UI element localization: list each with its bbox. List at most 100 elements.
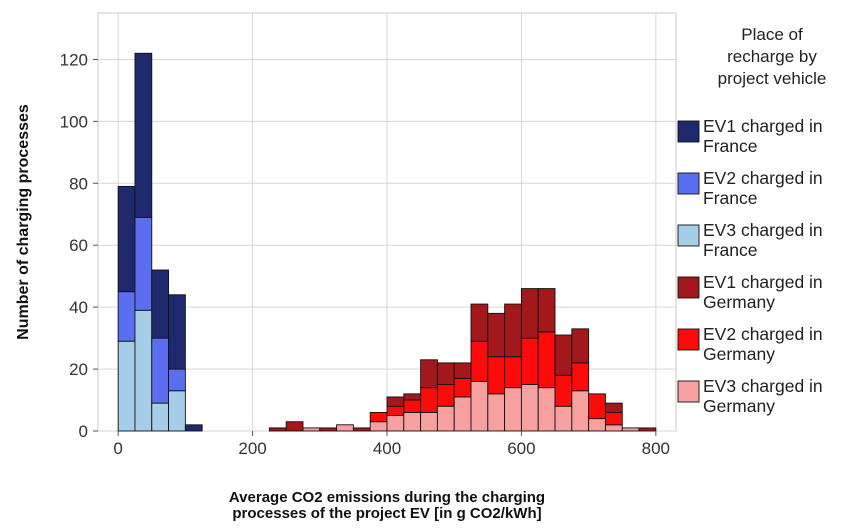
bar-segment	[537, 331, 556, 389]
bar-segment	[604, 424, 623, 432]
y-tick-label: 100	[60, 112, 88, 131]
bar-segment	[168, 368, 186, 392]
bar-segment	[453, 362, 472, 379]
legend-label: EV2 charged in France	[703, 168, 823, 208]
bar-segment	[504, 387, 522, 432]
bar-segment	[151, 402, 170, 432]
bar-segment	[117, 340, 136, 432]
x-axis-label: Average CO2 emissions during the chargin…	[229, 489, 545, 522]
x-tick-label: 0	[113, 439, 122, 458]
x-axis-label-line: Average CO2 emissions during the chargin…	[229, 489, 545, 506]
bar-segment	[588, 418, 606, 432]
bar-segment	[554, 334, 573, 376]
y-tick-label: 60	[69, 236, 88, 255]
y-tick-label: 20	[69, 360, 88, 379]
bar-segment	[621, 427, 640, 432]
bar-segment	[537, 288, 556, 333]
bar-segment	[268, 427, 287, 432]
bar-segment	[604, 411, 623, 426]
x-tick-label: 400	[373, 439, 401, 458]
bar-segment	[554, 405, 573, 432]
y-tick-label: 0	[79, 422, 88, 441]
x-tick-label: 600	[507, 439, 535, 458]
bar-segment	[571, 390, 590, 432]
y-tick-label: 40	[69, 298, 88, 317]
bar-segment	[470, 340, 489, 382]
legend-label: EV1 charged in Germany	[703, 272, 823, 312]
bar-segment	[554, 374, 573, 407]
y-axis-label: Number of charging processes	[15, 104, 32, 340]
bar-segment	[369, 421, 388, 432]
bar-segment	[352, 427, 371, 432]
bar-segment	[470, 303, 489, 342]
bar-segment	[134, 52, 153, 218]
bar-segment	[134, 216, 153, 311]
bar-segment	[420, 411, 438, 432]
bar-segment	[403, 393, 422, 401]
bar-segment	[453, 396, 472, 432]
bar-segment	[184, 424, 203, 432]
legend-swatch	[677, 224, 700, 247]
legend-title-line: recharge by	[727, 47, 817, 66]
bar-segment	[604, 402, 623, 413]
bar-segment	[520, 337, 539, 386]
bar-segment	[487, 356, 506, 395]
legend-title-line: Place of	[741, 25, 803, 44]
bar-segment	[117, 291, 136, 342]
bar-segment	[453, 377, 472, 398]
bar-segment	[470, 381, 489, 432]
y-tick-label: 120	[60, 50, 88, 69]
legend-title-line: project vehicle	[718, 69, 827, 88]
legend-swatch	[677, 276, 700, 299]
legend-label: EV2 charged in Germany	[703, 324, 823, 364]
bar-segment	[403, 411, 422, 432]
bar-segment	[571, 362, 590, 392]
bar-segment	[436, 405, 455, 432]
axes: 0 200 400 600 800 0 20 40 60 80 100 120	[60, 50, 670, 458]
legend-swatch	[677, 172, 700, 195]
bars	[117, 52, 657, 432]
bar-segment	[386, 405, 405, 416]
bar-segment	[487, 393, 506, 432]
bar-segment	[537, 387, 556, 432]
bar-segment	[369, 411, 388, 423]
bar-segment	[520, 384, 539, 432]
bar-segment	[436, 384, 455, 407]
legend-label: EV3 charged in France	[703, 220, 823, 260]
legend-label: EV1 charged in France	[703, 116, 823, 156]
bar-segment	[638, 427, 657, 432]
x-tick-label: 200	[238, 439, 266, 458]
bar-segment	[588, 393, 606, 420]
bar-segment	[504, 303, 522, 358]
bar-segment	[386, 396, 405, 407]
bar-segment	[151, 337, 170, 404]
legend-swatch	[677, 120, 700, 143]
x-tick-label: 800	[642, 439, 670, 458]
bar-segment	[336, 424, 354, 432]
legend-title: Place of recharge by project vehicle	[718, 25, 827, 88]
bar-segment	[151, 269, 170, 339]
legend-swatch	[677, 328, 700, 351]
bar-segment	[403, 399, 422, 413]
bar-segment	[168, 390, 186, 432]
bar-segment	[134, 309, 153, 432]
bar-segment	[504, 356, 522, 389]
x-axis-label-line: processes of the project EV [in g CO2/kW…	[232, 505, 541, 522]
bar-segment	[386, 415, 405, 432]
bar-segment	[302, 427, 321, 432]
y-tick-label: 80	[69, 174, 88, 193]
bar-segment	[436, 362, 455, 386]
bar-segment	[168, 294, 186, 370]
bar-segment	[117, 185, 136, 293]
bar-segment	[571, 328, 590, 364]
bar-segment	[420, 359, 438, 389]
legend-label: EV3 charged in Germany	[703, 376, 823, 416]
bar-segment	[520, 288, 539, 339]
legend: EV1 charged in France EV2 charged in France…	[677, 116, 823, 416]
legend-swatch	[677, 380, 700, 403]
bar-segment	[487, 312, 506, 358]
bar-segment	[285, 421, 304, 432]
bar-segment	[420, 387, 438, 413]
bar-segment	[319, 427, 338, 432]
